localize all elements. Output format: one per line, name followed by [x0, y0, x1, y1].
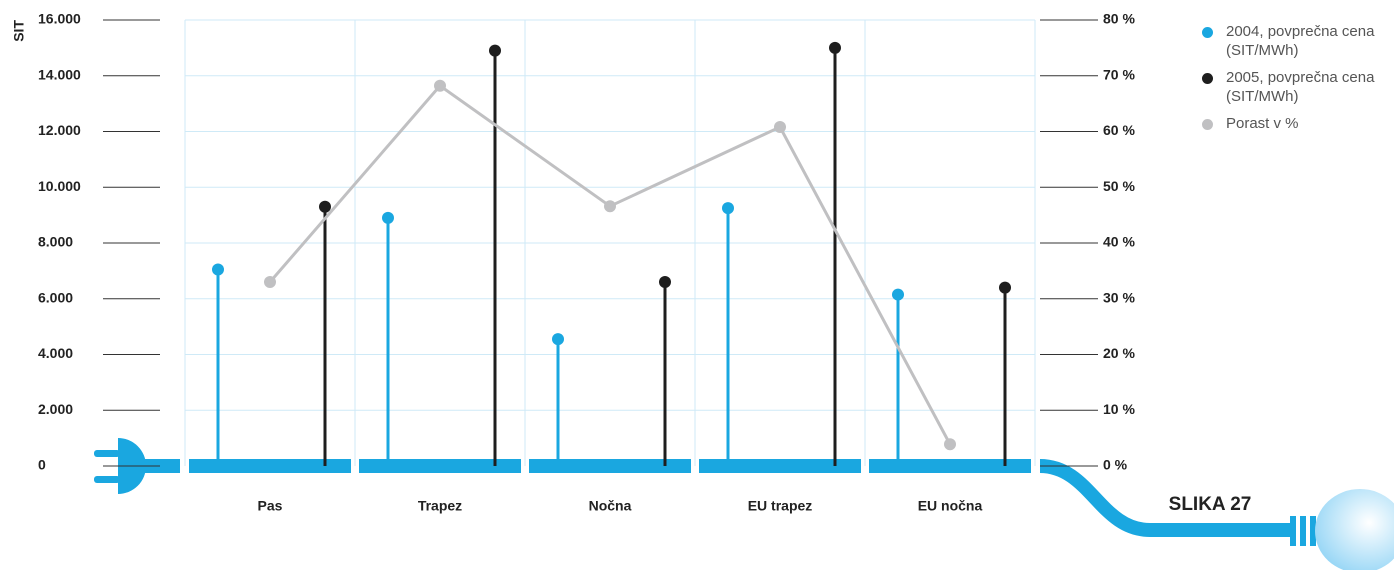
point: [892, 288, 904, 301]
x-tick-label: Nočna: [589, 498, 632, 514]
y2-tick-label: 80 %: [1103, 11, 1135, 27]
legend-label: 2004, povprečna cena (SIT/MWh): [1226, 23, 1375, 59]
legend-item: Porast v %: [1198, 114, 1388, 133]
growth-line: [268, 83, 952, 445]
point: [829, 41, 841, 54]
legend-item: 2005, povprečna cena (SIT/MWh): [1198, 68, 1388, 106]
y-tick-label: 6.000: [38, 289, 73, 305]
y-tick-label: 4.000: [38, 345, 73, 361]
y2-tick-label: 0 %: [1103, 457, 1128, 473]
y-tick-label: 2.000: [38, 401, 73, 417]
legend: 2004, povprečna cena (SIT/MWh) 2005, povp…: [1198, 22, 1388, 141]
y2-tick-label: 10 %: [1103, 401, 1135, 417]
y-tick-label: 8.000: [38, 234, 73, 250]
point: [382, 211, 394, 224]
legend-marker: [1202, 119, 1213, 130]
y-tick-label: 0: [38, 457, 46, 473]
baseline-segment: [869, 459, 1031, 473]
legend-marker: [1202, 27, 1213, 38]
y2-tick-label: 70 %: [1103, 66, 1135, 82]
point: [319, 200, 331, 213]
growth-point: [604, 200, 616, 213]
growth-point: [434, 79, 446, 92]
y-tick-label: 10.000: [38, 178, 81, 194]
growth-point: [264, 276, 276, 289]
point: [659, 276, 671, 289]
baseline-segment: [699, 459, 861, 473]
legend-label: Porast v %: [1226, 115, 1299, 132]
point: [999, 281, 1011, 294]
y2-tick-label: 50 %: [1103, 178, 1135, 194]
y-axis-label: SIT: [11, 20, 27, 42]
y2-tick-label: 20 %: [1103, 345, 1135, 361]
growth-point: [774, 121, 786, 134]
y2-tick-label: 30 %: [1103, 289, 1135, 305]
legend-item: 2004, povprečna cena (SIT/MWh): [1198, 22, 1388, 60]
point: [722, 202, 734, 215]
baseline-segment: [529, 459, 691, 473]
y-tick-label: 12.000: [38, 122, 81, 138]
y2-tick-label: 40 %: [1103, 234, 1135, 250]
x-tick-label: EU trapez: [748, 498, 813, 514]
x-tick-label: EU nočna: [918, 498, 983, 514]
baseline-segment: [359, 459, 521, 473]
point: [212, 263, 224, 276]
point: [489, 44, 501, 57]
y2-tick-label: 60 %: [1103, 122, 1135, 138]
y-tick-label: 14.000: [38, 66, 81, 82]
cable-bulb: [1039, 459, 1394, 570]
x-tick-label: Pas: [258, 498, 283, 514]
x-tick-label: Trapez: [418, 498, 462, 514]
legend-marker: [1202, 73, 1213, 84]
growth-point: [944, 438, 956, 451]
y-tick-label: 16.000: [38, 11, 81, 27]
point: [552, 333, 564, 346]
baseline-segment: [189, 459, 351, 473]
legend-label: 2005, povprečna cena (SIT/MWh): [1226, 69, 1375, 105]
figure-label: SLIKA 27: [1169, 494, 1252, 515]
